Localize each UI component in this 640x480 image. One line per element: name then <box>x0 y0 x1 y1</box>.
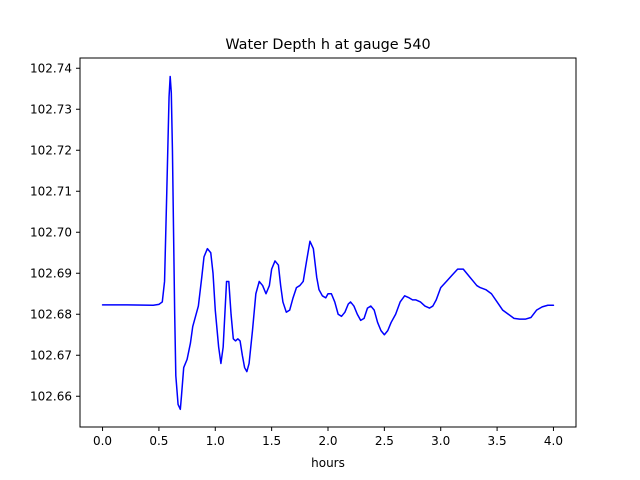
x-tick-label: 3.0 <box>431 434 450 448</box>
chart-title: Water Depth h at gauge 540 <box>225 37 430 53</box>
x-tick-label: 1.5 <box>262 434 281 448</box>
series-line-0 <box>101 75 555 411</box>
x-tick-label: 2.5 <box>375 434 394 448</box>
x-tick-label: 2.0 <box>318 434 337 448</box>
y-tick-label: 102.69 <box>30 266 72 280</box>
x-tick-label: 4.0 <box>544 434 563 448</box>
x-tick-label: 0.0 <box>93 434 112 448</box>
x-axis-label: hours <box>311 456 345 470</box>
x-tick-label: 0.5 <box>149 434 168 448</box>
y-tick-label: 102.70 <box>30 225 72 239</box>
x-tick-label: 3.5 <box>488 434 507 448</box>
y-tick-label: 102.72 <box>30 143 72 157</box>
y-tick-label: 102.74 <box>30 61 72 75</box>
y-tick-label: 102.68 <box>30 307 72 321</box>
y-tick-label: 102.66 <box>30 389 72 403</box>
y-tick-label: 102.73 <box>30 102 72 116</box>
y-axis: 102.66 102.67 102.68 102.69 102.70 102.71 102.… <box>30 61 80 403</box>
x-axis: 0.0 0.5 1.0 1.5 2.0 2.5 3.0 3.5 4.0 <box>93 427 563 448</box>
y-tick-label: 102.67 <box>30 348 72 362</box>
y-tick-label: 102.71 <box>30 184 72 198</box>
x-tick-label: 1.0 <box>206 434 225 448</box>
